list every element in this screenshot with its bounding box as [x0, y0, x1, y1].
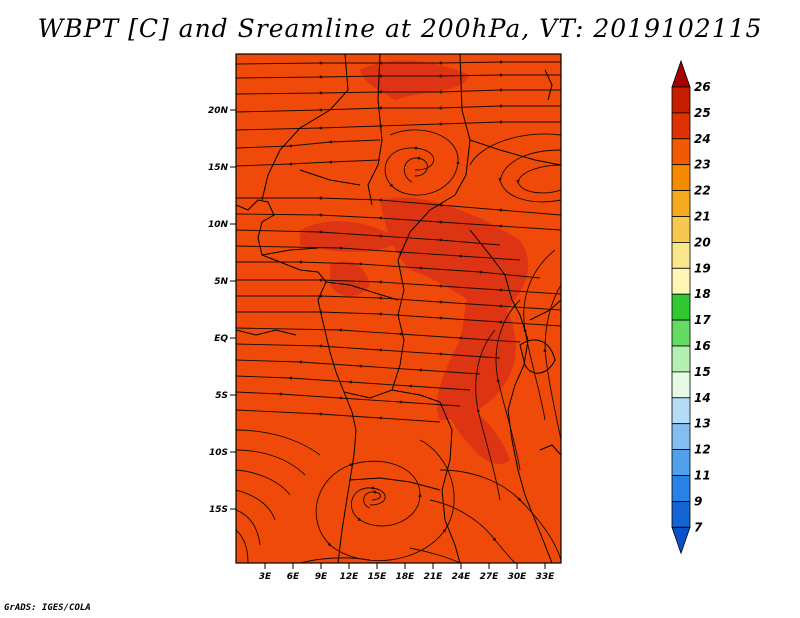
lat-label-5n: 5N [214, 277, 228, 287]
lon-label-27e: 27E [480, 572, 500, 582]
colorbar-label: 14 [694, 391, 711, 405]
colorbar-swatch [671, 475, 691, 502]
colorbar-swatch [671, 423, 691, 451]
colorbar-swatch [671, 397, 691, 425]
lat-label-10n: 10N [208, 220, 229, 230]
colorbar-swatch [671, 216, 691, 243]
lon-label-3e: 3E [259, 572, 272, 582]
colorbar-label: 15 [694, 365, 711, 379]
streamlines [236, 60, 561, 563]
lat-label-15s: 15S [209, 505, 228, 515]
colorbar-swatch [671, 371, 691, 399]
colorbar-swatch [671, 449, 691, 476]
colorbar-label: 7 [694, 520, 703, 534]
colorbar-label: 22 [694, 184, 711, 198]
colorbar-label: 26 [694, 80, 711, 94]
lon-label-6e: 6E [287, 572, 300, 582]
colorbar-label: 24 [694, 132, 711, 146]
lon-label-30e: 30E [508, 572, 528, 582]
colorbar-swatch [671, 138, 691, 166]
colorbar-swatch [671, 241, 691, 269]
latitude-axis: 20N 15N 10N 5N EQ 5S 10S 15S [208, 106, 236, 515]
colorbar-label: 9 [694, 494, 702, 508]
colorbar-swatch [671, 293, 691, 321]
lon-label-15e: 15E [368, 572, 388, 582]
borders [236, 54, 561, 563]
lon-label-21e: 21E [424, 572, 444, 582]
colorbar-label: 25 [694, 106, 711, 120]
chart-title: WBPT [C] and Sreamline at 200hPa, VT: 20… [37, 14, 763, 43]
colorbar-label: 20 [694, 235, 711, 249]
colorbar-label: 17 [694, 313, 711, 327]
colorbar-label: 16 [694, 339, 711, 353]
colorbar-swatch [671, 500, 691, 528]
colorbar-swatch [671, 267, 691, 295]
colorbar-top-arrow [671, 59, 691, 88]
longitude-axis: 3E 6E 9E 12E 15E 18E 21E 24E 27E 30E 33E [259, 563, 555, 582]
colorbar: 26 25 24 23 22 21 20 19 18 17 16 15 14 13 12 11 9 7 [671, 59, 711, 555]
lat-label-10s: 10S [209, 448, 228, 458]
colorbar-swatch [671, 319, 691, 347]
lat-label-5s: 5S [215, 391, 228, 401]
colorbar-swatch [671, 164, 691, 191]
lon-label-12e: 12E [340, 572, 360, 582]
colorbar-swatch [671, 112, 691, 140]
colorbar-swatch [671, 190, 691, 217]
lon-label-18e: 18E [396, 572, 416, 582]
colorbar-label: 13 [694, 417, 711, 431]
lat-label-15n: 15N [208, 163, 229, 173]
map-frame [235, 53, 562, 564]
colorbar-swatch [671, 345, 691, 373]
lat-label-eq: EQ [214, 334, 228, 344]
colorbar-label: 18 [694, 287, 711, 301]
lat-label-20n: 20N [208, 106, 229, 116]
grads-credit: GrADS: IGES/COLA [4, 603, 91, 613]
colorbar-label: 23 [694, 158, 711, 172]
lon-label-33e: 33E [536, 572, 556, 582]
colorbar-label: 21 [694, 210, 711, 224]
lon-label-24e: 24E [452, 572, 472, 582]
colorbar-label: 19 [694, 261, 711, 275]
map-area [236, 54, 561, 563]
lon-label-9e: 9E [315, 572, 328, 582]
colorbar-bottom-arrow [671, 526, 691, 555]
colorbar-label: 11 [694, 469, 711, 483]
colorbar-label: 12 [694, 443, 711, 457]
colorbar-swatch [671, 86, 691, 114]
